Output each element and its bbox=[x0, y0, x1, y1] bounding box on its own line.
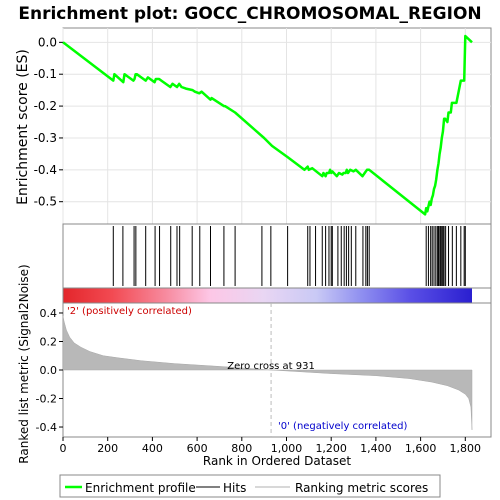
ranking-y-tick-label: 0.4 bbox=[40, 307, 58, 320]
es-y-tick-label: -0.5 bbox=[34, 195, 57, 209]
legend-enrichment-label: Enrichment profile bbox=[85, 481, 196, 495]
x-tick-label: 1,200 bbox=[315, 442, 347, 455]
enrichment-profile-line bbox=[62, 34, 473, 216]
x-tick-label: 1,600 bbox=[405, 442, 437, 455]
es-y-tick-label: -0.1 bbox=[34, 67, 57, 81]
hit-markers bbox=[112, 226, 466, 286]
ranking-y-tick-label: 0.0 bbox=[40, 364, 58, 377]
es-y-axis-label: Enrichment score (ES) bbox=[15, 49, 31, 205]
x-tick-label: 0 bbox=[60, 442, 67, 455]
x-tick-label: 1,000 bbox=[271, 442, 303, 455]
es-y-tick-label: 0.0 bbox=[38, 35, 57, 49]
enrichment-plot-area bbox=[62, 27, 492, 225]
x-tick-label: 1,800 bbox=[450, 442, 482, 455]
x-axis-label: Rank in Ordered Dataset bbox=[203, 454, 351, 468]
x-tick-label: 800 bbox=[231, 442, 252, 455]
legend-hits-label: Hits bbox=[223, 481, 246, 495]
legend: Enrichment profile Hits Ranking metric s… bbox=[59, 474, 441, 498]
chart-title: Enrichment plot: GOCC_CHROMOSOMAL_REGION bbox=[18, 4, 481, 24]
legend-box bbox=[59, 474, 441, 498]
x-tick-label: 600 bbox=[187, 442, 208, 455]
x-tick-label: 200 bbox=[97, 442, 118, 455]
es-y-tick-label: -0.3 bbox=[34, 131, 57, 145]
zero-cross-label: Zero cross at 931 bbox=[227, 361, 315, 372]
es-y-tick-label: -0.2 bbox=[34, 99, 57, 113]
es-gridlines bbox=[62, 28, 491, 224]
hits-plot-area bbox=[62, 223, 492, 289]
ranking-metric-panel: 0.4 0.2 0.0 -0.2 -0.4 Zero cross at 931 '2' … bbox=[17, 264, 492, 464]
enrichment-panel: 0.0 -0.1 -0.2 -0.3 -0.4 -0.5 Enrichment score… bbox=[15, 27, 492, 225]
ranking-y-axis: 0.4 0.2 0.0 -0.2 -0.4 bbox=[36, 307, 63, 434]
ranking-metric-area bbox=[62, 315, 473, 430]
ranking-heat-bar bbox=[63, 288, 472, 303]
ranking-y-axis-label: Ranked list metric (Signal2Noise) bbox=[17, 264, 31, 463]
x-tick-label: 400 bbox=[142, 442, 163, 455]
legend-ranking-label: Ranking metric scores bbox=[295, 481, 428, 495]
negative-correlation-label: '0' (negatively correlated) bbox=[278, 421, 407, 432]
x-axis: 0 200 400 600 800 1,000 1,200 1,400 1,600 1,800 bbox=[60, 437, 482, 455]
positive-correlation-label: '2' (positively correlated) bbox=[67, 306, 192, 317]
es-y-axis: 0.0 -0.1 -0.2 -0.3 -0.4 -0.5 bbox=[34, 35, 63, 209]
hits-panel bbox=[62, 223, 492, 289]
es-y-tick-label: -0.4 bbox=[34, 163, 57, 177]
ranking-y-tick-label: -0.2 bbox=[36, 393, 57, 406]
ranking-y-tick-label: 0.2 bbox=[40, 335, 58, 348]
x-tick-label: 1,400 bbox=[360, 442, 392, 455]
ranking-y-tick-label: -0.4 bbox=[36, 421, 57, 434]
